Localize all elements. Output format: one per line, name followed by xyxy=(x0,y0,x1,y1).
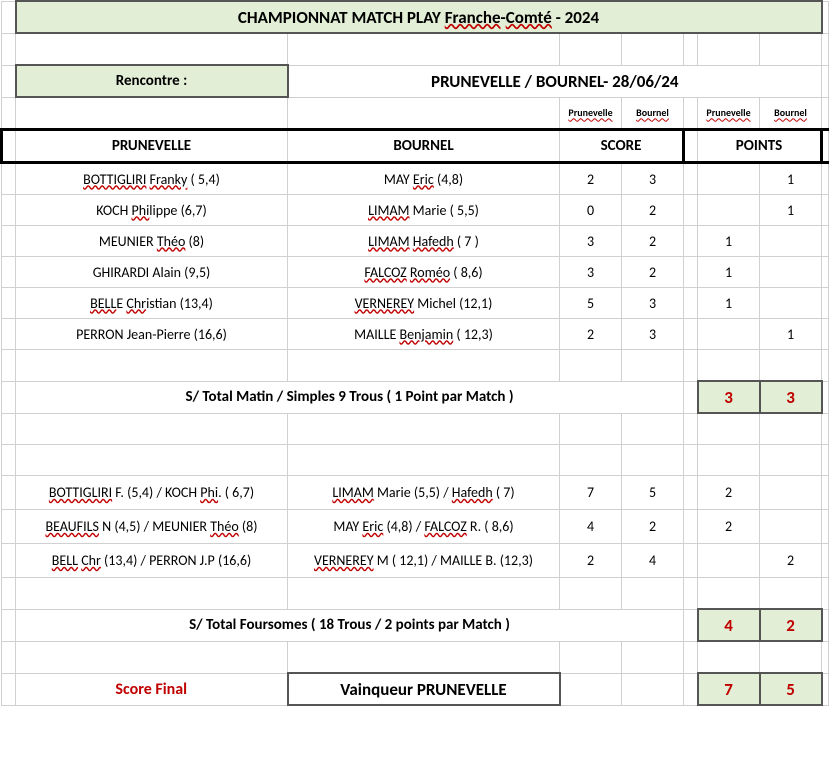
singles-score-b: 3 xyxy=(622,163,684,195)
foursomes-score-a: 4 xyxy=(560,510,622,544)
singles-score-a: 3 xyxy=(560,257,622,288)
singles-player-b: MAILLE Benjamin ( 12,3) xyxy=(288,319,560,350)
singles-player-b: MAY Eric (4,8) xyxy=(288,163,560,195)
final-points-b: 5 xyxy=(760,673,822,705)
rencontre-value: PRUNEVELLE / BOURNEL- 28/06/24 xyxy=(288,65,822,97)
foursomes-pair-b: MAY Eric (4,8) / FALCOZ R. ( 8,6) xyxy=(288,510,560,544)
col-points: POINTS xyxy=(698,130,822,163)
col-team-b: BOURNEL xyxy=(288,130,560,163)
final-score-label: Score Final xyxy=(16,673,288,705)
singles-player-a: GHIRARDI Alain (9,5) xyxy=(16,257,288,288)
foursomes-pair-b: VERNEREY M ( 12,1) / MAILLE B. (12,3) xyxy=(288,544,560,578)
singles-row: BELLE Christian (13,4)VERNEREY Michel (1… xyxy=(2,288,829,319)
singles-points-b: 1 xyxy=(760,319,822,350)
singles-score-a: 2 xyxy=(560,163,622,195)
singles-player-b: FALCOZ Roméo ( 8,6) xyxy=(288,257,560,288)
singles-points-b xyxy=(760,257,822,288)
foursomes-points-b xyxy=(760,510,822,544)
foursomes-pair-b: LIMAM Marie (5,5) / Hafedh ( 7) xyxy=(288,476,560,510)
singles-player-b: VERNEREY Michel (12,1) xyxy=(288,288,560,319)
foursomes-row: BEAUFILS N (4,5) / MEUNIER Théo (8)MAY E… xyxy=(2,510,829,544)
singles-player-b: LIMAM Hafedh ( 7 ) xyxy=(288,226,560,257)
foursomes-points-b: 2 xyxy=(760,544,822,578)
foursomes-points-a: 2 xyxy=(698,510,760,544)
singles-row: BOTTIGLIRI Franky ( 5,4)MAY Eric (4,8)23… xyxy=(2,163,829,195)
singles-player-a: MEUNIER Théo (8) xyxy=(16,226,288,257)
col-score: SCORE xyxy=(560,130,684,163)
foursomes-score-b: 4 xyxy=(622,544,684,578)
singles-score-a: 2 xyxy=(560,319,622,350)
singles-player-a: KOCH Philippe (6,7) xyxy=(16,195,288,226)
rencontre-label: Rencontre : xyxy=(16,65,288,97)
foursomes-points-b xyxy=(760,476,822,510)
singles-score-b: 3 xyxy=(622,288,684,319)
singles-row: KOCH Philippe (6,7)LIMAM Marie ( 5,5)02 1 xyxy=(2,195,829,226)
singles-score-b: 2 xyxy=(622,226,684,257)
foursomes-score-b: 2 xyxy=(622,510,684,544)
singles-score-a: 0 xyxy=(560,195,622,226)
singles-row: PERRON Jean-Pierre (16,6)MAILLE Benjamin… xyxy=(2,319,829,350)
winner-cell: Vainqueur PRUNEVELLE xyxy=(288,673,560,705)
singles-row: MEUNIER Théo (8)LIMAM Hafedh ( 7 )321 xyxy=(2,226,829,257)
singles-points-b: 1 xyxy=(760,163,822,195)
singles-player-a: PERRON Jean-Pierre (16,6) xyxy=(16,319,288,350)
foursomes-subtotal-a: 4 xyxy=(698,609,760,641)
foursomes-subtotal-b: 2 xyxy=(760,609,822,641)
match-play-sheet: CHAMPIONNAT MATCH PLAY Franche-Comté - 2… xyxy=(0,0,829,706)
singles-points-a: 1 xyxy=(698,288,760,319)
singles-subtotal-b: 3 xyxy=(760,381,822,413)
singles-points-b xyxy=(760,226,822,257)
singles-score-b: 2 xyxy=(622,195,684,226)
foursomes-score-b: 5 xyxy=(622,476,684,510)
foursomes-pair-a: BEAUFILS N (4,5) / MEUNIER Théo (8) xyxy=(16,510,288,544)
points-col-a-label: Prunevelle xyxy=(698,97,760,130)
singles-subtotal-label: S/ Total Matin / Simples 9 Trous ( 1 Poi… xyxy=(16,381,684,413)
singles-score-a: 5 xyxy=(560,288,622,319)
singles-points-a: 1 xyxy=(698,226,760,257)
col-team-a: PRUNEVELLE xyxy=(16,130,288,163)
singles-score-a: 3 xyxy=(560,226,622,257)
singles-points-a xyxy=(698,319,760,350)
foursomes-row: BELL Chr (13,4) / PERRON J.P (16,6)VERNE… xyxy=(2,544,829,578)
foursomes-points-a xyxy=(698,544,760,578)
score-col-a-label: Prunevelle xyxy=(560,97,622,130)
singles-player-b: LIMAM Marie ( 5,5) xyxy=(288,195,560,226)
singles-points-b: 1 xyxy=(760,195,822,226)
singles-score-b: 2 xyxy=(622,257,684,288)
foursomes-score-a: 2 xyxy=(560,544,622,578)
singles-player-a: BOTTIGLIRI Franky ( 5,4) xyxy=(16,163,288,195)
singles-score-b: 3 xyxy=(622,319,684,350)
foursomes-row: BOTTIGLIRI F. (5,4) / KOCH Phi. ( 6,7)LI… xyxy=(2,476,829,510)
foursomes-points-a: 2 xyxy=(698,476,760,510)
singles-points-a xyxy=(698,163,760,195)
singles-subtotal-a: 3 xyxy=(698,381,760,413)
singles-row: GHIRARDI Alain (9,5)FALCOZ Roméo ( 8,6)3… xyxy=(2,257,829,288)
singles-points-a xyxy=(698,195,760,226)
foursomes-pair-a: BOTTIGLIRI F. (5,4) / KOCH Phi. ( 6,7) xyxy=(16,476,288,510)
points-col-b-label: Bournel xyxy=(760,97,822,130)
championship-title: CHAMPIONNAT MATCH PLAY Franche-Comté - 2… xyxy=(16,1,822,33)
foursomes-subtotal-label: S/ Total Foursomes ( 18 Trous / 2 points… xyxy=(16,609,684,641)
foursomes-pair-a: BELL Chr (13,4) / PERRON J.P (16,6) xyxy=(16,544,288,578)
foursomes-score-a: 7 xyxy=(560,476,622,510)
score-col-b-label: Bournel xyxy=(622,97,684,130)
singles-player-a: BELLE Christian (13,4) xyxy=(16,288,288,319)
final-points-a: 7 xyxy=(698,673,760,705)
singles-points-b xyxy=(760,288,822,319)
singles-points-a: 1 xyxy=(698,257,760,288)
